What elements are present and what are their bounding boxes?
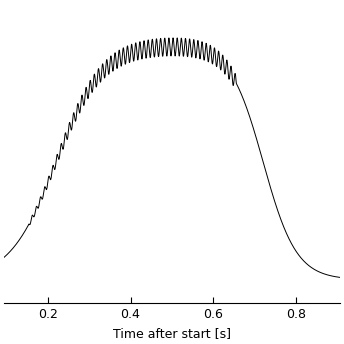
X-axis label: Time after start [s]: Time after start [s] [113,327,231,340]
